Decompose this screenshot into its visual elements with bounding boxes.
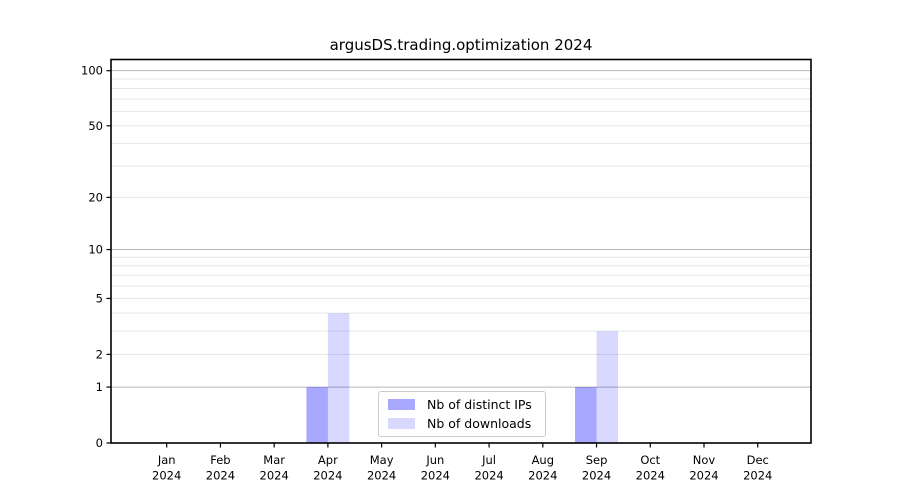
bar-downloads-sep	[596, 331, 619, 443]
x-tick-label-year-may: 2024	[367, 469, 396, 483]
x-tick-label-year-feb: 2024	[206, 469, 235, 483]
x-tick-label-month-jun: Jun	[425, 453, 444, 467]
x-tick-label-month-mar: Mar	[263, 453, 285, 467]
legend-item-distinct-ips: Nb of distinct IPs	[388, 397, 536, 412]
legend: Nb of distinct IPs Nb of downloads	[378, 391, 546, 437]
x-tick-label-year-mar: 2024	[260, 469, 289, 483]
y-tick-label-0: 0	[96, 436, 103, 450]
x-tick-label-month-feb: Feb	[210, 453, 230, 467]
legend-label-distinct-ips: Nb of distinct IPs	[427, 397, 532, 413]
x-tick-label-year-oct: 2024	[636, 469, 665, 483]
legend-item-downloads: Nb of downloads	[388, 416, 536, 431]
x-tick-label-year-apr: 2024	[313, 469, 342, 483]
y-tick-label-20: 20	[88, 190, 103, 204]
x-tick-label-month-oct: Oct	[640, 453, 660, 467]
x-tick-label-month-jul: Jul	[481, 453, 496, 467]
x-tick-label-year-nov: 2024	[689, 469, 718, 483]
bar-distinct-ips-apr	[306, 387, 328, 443]
x-tick-label-year-dec: 2024	[743, 469, 772, 483]
x-tick-label-month-may: May	[370, 453, 394, 467]
x-tick-label-month-nov: Nov	[693, 453, 716, 467]
legend-swatch-downloads-icon	[388, 417, 415, 429]
x-tick-label-year-aug: 2024	[528, 469, 557, 483]
legend-swatch-distinct-ips-icon	[388, 399, 415, 411]
bar-downloads-apr	[327, 313, 350, 443]
x-tick-label-month-sep: Sep	[586, 453, 608, 467]
y-tick-label-2: 2	[96, 347, 103, 361]
x-tick-label-month-dec: Dec	[747, 453, 769, 467]
x-tick-label-year-sep: 2024	[582, 469, 611, 483]
x-tick-label-month-apr: Apr	[318, 453, 338, 467]
y-tick-label-100: 100	[81, 64, 103, 78]
bar-distinct-ips-sep	[575, 387, 597, 443]
x-tick-label-year-jul: 2024	[474, 469, 503, 483]
chart-title: argusDS.trading.optimization 2024	[329, 36, 593, 54]
y-tick-label-5: 5	[96, 291, 103, 305]
y-tick-label-10: 10	[88, 243, 103, 257]
x-tick-label-month-jan: Jan	[157, 453, 176, 467]
x-tick-label-year-jan: 2024	[152, 469, 181, 483]
x-tick-label-year-jun: 2024	[421, 469, 450, 483]
x-tick-label-month-aug: Aug	[532, 453, 554, 467]
legend-label-downloads: Nb of downloads	[427, 415, 532, 431]
y-tick-label-50: 50	[88, 119, 103, 133]
y-tick-label-1: 1	[96, 380, 103, 394]
plot-border	[110, 58, 812, 444]
